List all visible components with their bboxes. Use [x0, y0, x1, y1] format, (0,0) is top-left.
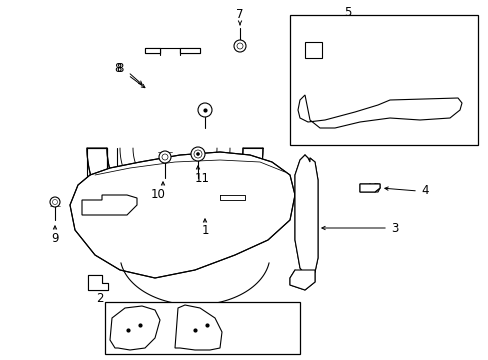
Circle shape: [52, 199, 58, 204]
Text: 6: 6: [341, 44, 348, 57]
Polygon shape: [359, 184, 379, 192]
Circle shape: [234, 40, 245, 52]
Circle shape: [194, 150, 202, 158]
Text: 5: 5: [344, 5, 351, 18]
Circle shape: [198, 103, 212, 117]
Circle shape: [159, 151, 171, 163]
Polygon shape: [297, 95, 461, 128]
Circle shape: [237, 43, 243, 49]
Circle shape: [162, 154, 168, 160]
Polygon shape: [145, 48, 160, 53]
Text: 3: 3: [390, 221, 398, 234]
Polygon shape: [110, 306, 160, 350]
Polygon shape: [294, 155, 317, 278]
Bar: [105, 302, 299, 354]
Circle shape: [196, 153, 199, 156]
Circle shape: [191, 147, 204, 161]
Polygon shape: [70, 152, 294, 278]
Text: 8: 8: [116, 62, 123, 75]
Text: 10: 10: [150, 189, 165, 202]
Polygon shape: [87, 148, 263, 243]
Text: 11: 11: [194, 171, 209, 184]
Polygon shape: [180, 48, 200, 53]
Polygon shape: [175, 305, 222, 350]
Polygon shape: [289, 270, 314, 290]
Text: 1: 1: [201, 224, 208, 237]
Text: 9: 9: [51, 231, 59, 244]
Circle shape: [50, 197, 60, 207]
Polygon shape: [88, 275, 108, 290]
Text: 7: 7: [236, 9, 243, 22]
Polygon shape: [82, 195, 137, 215]
Text: 8: 8: [114, 62, 122, 75]
Bar: [289, 15, 477, 145]
Text: 4: 4: [420, 184, 428, 198]
Text: 2: 2: [96, 292, 103, 305]
Polygon shape: [305, 42, 321, 58]
Text: 12: 12: [197, 310, 212, 323]
